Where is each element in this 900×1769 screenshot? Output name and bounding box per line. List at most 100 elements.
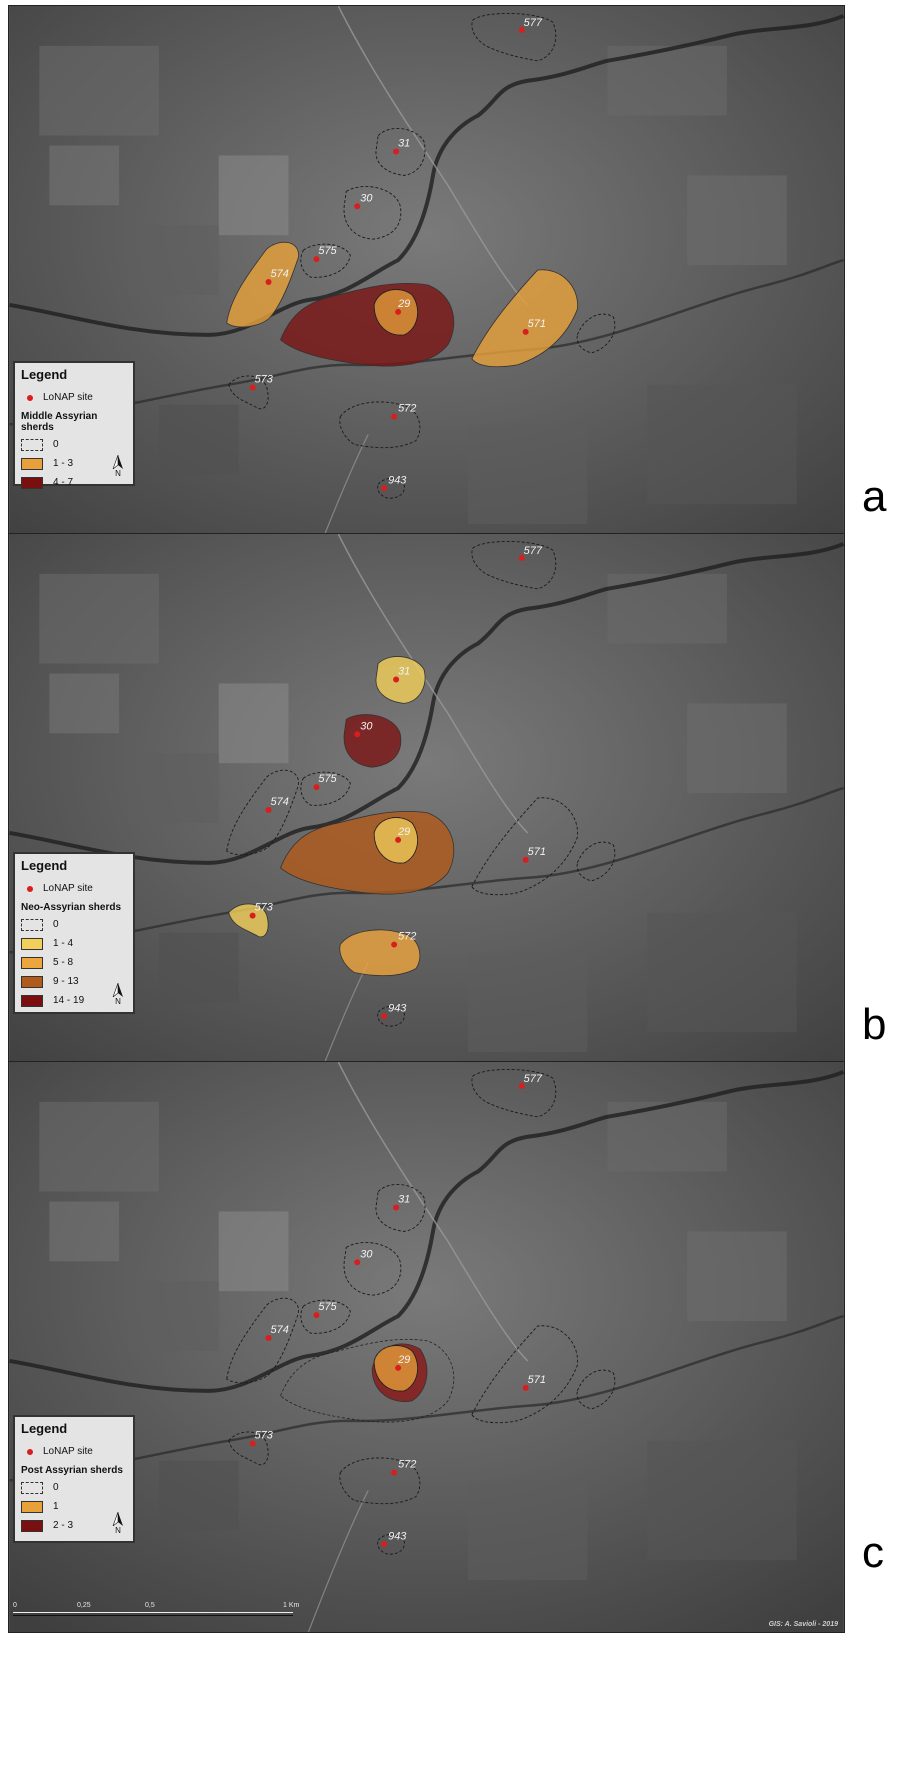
field-patch <box>39 573 159 664</box>
site-polygon-943[interactable] <box>377 1005 405 1027</box>
legend-class-label: 1 - 4 <box>53 938 74 949</box>
site-marker-943[interactable] <box>381 485 388 492</box>
legend-swatch <box>21 1519 43 1532</box>
site-label-571: 571 <box>528 318 546 330</box>
scale-tick-label: 0,25 <box>77 1602 91 1609</box>
site-polygon-573[interactable] <box>228 903 269 938</box>
site-marker-574[interactable] <box>265 807 272 814</box>
scale-tick-label: 0 <box>13 1602 17 1609</box>
field-patch <box>39 1101 159 1192</box>
site-marker-571[interactable] <box>522 1384 529 1391</box>
field-patch <box>158 1460 239 1531</box>
legend-class-label: 1 - 3 <box>53 458 74 469</box>
field-patch <box>687 175 787 266</box>
legend-class-label: 0 <box>53 1482 59 1493</box>
site-marker-30[interactable] <box>354 731 361 738</box>
site-label-577: 577 <box>524 17 543 29</box>
site-marker-31[interactable] <box>393 148 400 155</box>
site-marker-575[interactable] <box>313 784 320 791</box>
site-polygon-575[interactable] <box>300 1299 351 1334</box>
field-patch <box>647 912 797 1033</box>
site-polygon-31[interactable] <box>375 656 426 704</box>
legend-swatch <box>21 918 43 931</box>
site-polygon-572[interactable] <box>339 401 421 449</box>
site-marker-577[interactable] <box>518 26 525 33</box>
site-polygon-574[interactable] <box>226 1297 299 1384</box>
site-marker-571[interactable] <box>522 856 529 863</box>
site-polygon-572[interactable] <box>339 929 421 977</box>
site-marker-575[interactable] <box>313 1312 320 1319</box>
site-marker-572[interactable] <box>391 941 398 948</box>
site-marker-573[interactable] <box>249 384 256 391</box>
site-polygon-571[interactable] <box>471 797 578 896</box>
site-label-574: 574 <box>271 268 289 280</box>
site-polygon-577[interactable] <box>471 13 557 62</box>
site-polygon-575[interactable] <box>300 771 351 806</box>
site-polygon-573[interactable] <box>228 1431 269 1466</box>
site-polygon-943[interactable] <box>377 477 405 499</box>
site-marker-31[interactable] <box>393 1204 400 1211</box>
site-polygon-30[interactable] <box>343 186 402 240</box>
site-marker-29[interactable] <box>395 308 402 315</box>
site-marker-575[interactable] <box>313 256 320 263</box>
site-polygon-31[interactable] <box>375 1184 426 1232</box>
site-polygon-571b[interactable] <box>576 1369 616 1410</box>
site-marker-573[interactable] <box>249 1440 256 1447</box>
legend-class-label: 4 - 7 <box>53 477 74 488</box>
satellite-map[interactable]: 577 31 30 575 574 29 571 573 572 943 <box>9 1062 844 1632</box>
satellite-map[interactable]: 577 31 30 575 574 29 571 573 572 943 <box>9 534 844 1104</box>
site-marker-577[interactable] <box>518 554 525 561</box>
site-polygon-31[interactable] <box>375 128 426 176</box>
legend-site-row: LoNAP site <box>21 1442 127 1461</box>
site-polygon-943[interactable] <box>377 1533 405 1555</box>
site-polygon-572[interactable] <box>339 1457 421 1505</box>
site-marker-31[interactable] <box>393 676 400 683</box>
site-polygon-574[interactable] <box>226 769 299 856</box>
site-marker-571[interactable] <box>522 328 529 335</box>
site-marker-943[interactable] <box>381 1013 388 1020</box>
legend-class-label: 0 <box>53 919 59 930</box>
field-patch <box>129 753 219 823</box>
site-marker-30[interactable] <box>354 203 361 210</box>
site-polygon-571b[interactable] <box>576 841 616 882</box>
legend-class-row: 1 <box>21 1497 127 1516</box>
site-marker-943[interactable] <box>381 1541 388 1548</box>
site-marker-30[interactable] <box>354 1259 361 1266</box>
site-polygon-574[interactable] <box>226 241 299 328</box>
legend-swatch <box>21 937 43 950</box>
site-marker-572[interactable] <box>391 413 398 420</box>
site-marker-29[interactable] <box>395 1364 402 1371</box>
legend-class-row: 1 - 4 <box>21 934 127 953</box>
scale-bar: 0 0,25 0,5 1 Km <box>13 1602 303 1622</box>
north-arrow: N <box>111 1512 125 1535</box>
panel-letter-a: a <box>862 472 887 521</box>
map-panel-b[interactable]: 577 31 30 575 574 29 571 573 572 943 Legend LoNAP s… <box>8 533 845 1105</box>
site-polygon-571[interactable] <box>471 1325 578 1424</box>
site-label-29: 29 <box>397 1354 410 1366</box>
site-marker-573[interactable] <box>249 912 256 919</box>
site-polygon-30[interactable] <box>343 714 402 768</box>
satellite-map[interactable]: 577 31 30 575 574 29 571 573 572 943 <box>9 6 844 576</box>
site-marker-577[interactable] <box>518 1082 525 1089</box>
site-marker-574[interactable] <box>265 1335 272 1342</box>
site-polygon-577[interactable] <box>471 541 557 590</box>
site-polygon-571b[interactable] <box>576 313 616 354</box>
site-polygon-29-outline <box>280 1338 455 1423</box>
field-patch <box>49 145 120 206</box>
site-polygon-571[interactable] <box>471 269 578 368</box>
site-marker-574[interactable] <box>265 279 272 286</box>
site-marker-572[interactable] <box>391 1469 398 1476</box>
legend-class-row: 5 - 8 <box>21 953 127 972</box>
site-polygon-575[interactable] <box>300 243 351 278</box>
site-label-573: 573 <box>255 902 273 914</box>
map-credit: GIS: A. Savioli - 2019 <box>768 1621 838 1628</box>
site-polygon-30[interactable] <box>343 1242 402 1296</box>
site-label-943: 943 <box>388 1530 406 1542</box>
site-marker-29[interactable] <box>395 836 402 843</box>
map-panel-c[interactable]: 577 31 30 575 574 29 571 573 572 943 Legend LoNAP s… <box>8 1061 845 1633</box>
site-polygon-577[interactable] <box>471 1069 557 1118</box>
scale-tick-label: 0,5 <box>145 1602 155 1609</box>
site-polygon-573[interactable] <box>228 375 269 410</box>
legend-swatch <box>21 956 43 969</box>
map-panel-a[interactable]: 577 31 30 575 574 29 571 573 572 943 Legend LoNAP s… <box>8 5 845 577</box>
